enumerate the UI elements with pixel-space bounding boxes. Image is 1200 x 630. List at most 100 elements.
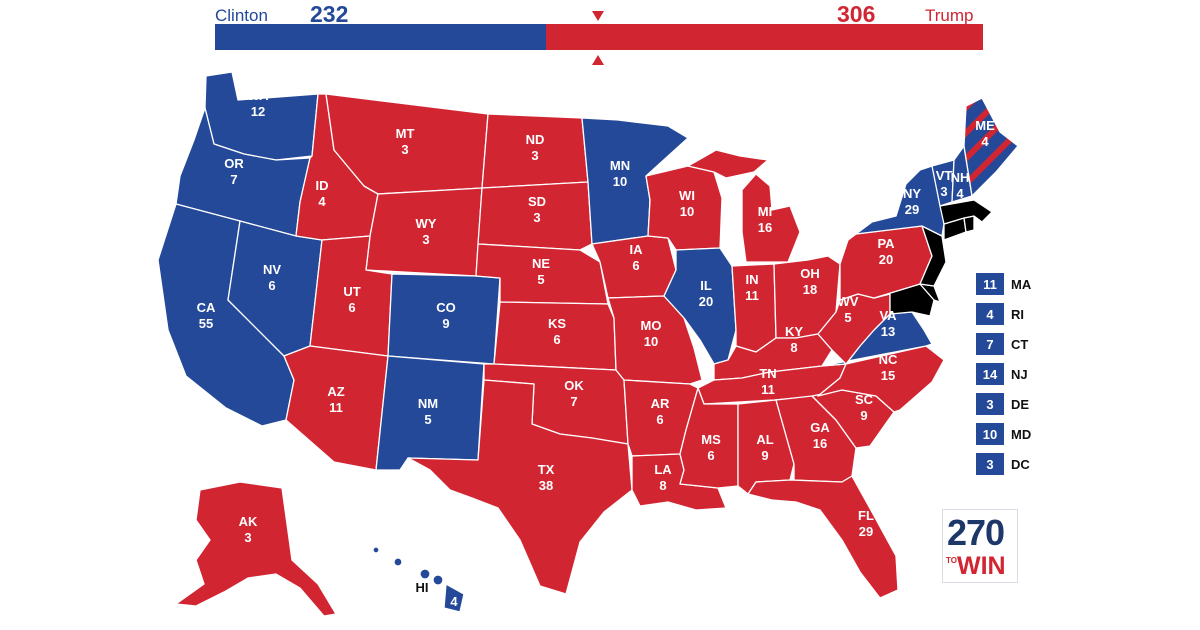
state-ev-MS: 6 [707,448,714,463]
state-label-OH: OH [800,266,820,281]
state-SD[interactable] [477,181,593,251]
state-label-IN: IN [746,272,759,287]
state-label-WY: WY [416,216,437,231]
state-label-AK: AK [239,514,258,529]
state-label-TX: TX [538,462,555,477]
state-label-CA: CA [197,300,216,315]
state-MS[interactable] [679,387,739,489]
state-ev-WY: 3 [422,232,429,247]
state-label-MS: MS [701,432,721,447]
state-ev-IN: 11 [745,288,759,303]
state-ev-IL: 20 [699,294,713,309]
state-ev-AZ: 11 [329,400,343,415]
state-ME[interactable] [963,97,1019,197]
state-ev-TX: 38 [539,478,553,493]
state-CO[interactable] [387,273,501,365]
270towin-logo: 270 TO WIN [942,509,1018,583]
small-state-ri[interactable]: 4 RI [976,303,1024,325]
small-state-ev-box: 3 [976,393,1004,415]
state-ev-NM: 5 [424,412,431,427]
state-RI[interactable] [963,215,975,233]
state-label-TN: TN [759,366,776,381]
state-ev-MI: 16 [758,220,772,235]
state-ev-VA: 13 [881,324,895,339]
state-label-MN: MN [610,158,630,173]
state-label-CO: CO [436,300,456,315]
small-state-label: DC [1011,456,1030,472]
state-AK[interactable] [175,481,337,617]
state-HI-maui[interactable] [432,574,444,586]
state-ev-MN: 10 [613,174,627,189]
state-label-PA: PA [877,236,895,251]
state-label-ME: ME [975,118,995,133]
state-label-LA: LA [654,462,672,477]
state-ev-OH: 18 [803,282,817,297]
small-state-ma[interactable]: 11 MA [976,273,1031,295]
state-label-IA: IA [630,242,644,257]
small-state-nj[interactable]: 14 NJ [976,363,1028,385]
small-state-de[interactable]: 3 DE [976,393,1029,415]
state-ev-WI: 10 [680,204,694,219]
state-label-OK: OK [564,378,584,393]
small-state-label: RI [1011,306,1024,322]
dem-candidate-name: Clinton [215,6,268,25]
state-label-GA: GA [810,420,830,435]
state-label-WI: WI [679,188,695,203]
state-ev-NV: 6 [268,278,275,293]
majority-marker-bottom-icon [592,55,604,65]
logo-win: WIN [957,552,1006,580]
state-ev-NH: 4 [956,186,964,201]
state-label-NY: NY [903,186,921,201]
state-ev-OR: 7 [230,172,237,187]
state-ev-GA: 16 [813,436,827,451]
state-ev-AK: 3 [244,530,251,545]
small-state-ev-box: 3 [976,453,1004,475]
state-ev-UT: 6 [348,300,355,315]
state-HI-niihau[interactable] [372,546,380,554]
small-state-label: NJ [1011,366,1028,382]
state-MI[interactable] [741,173,801,263]
logo-to: TO [946,556,957,565]
electoral-vote-bar [215,24,983,50]
small-state-ev-box: 11 [976,273,1004,295]
state-ev-ID: 4 [318,194,326,209]
state-label-IL: IL [700,278,712,293]
small-state-md[interactable]: 10 MD [976,423,1031,445]
state-HI-kauai[interactable] [393,557,403,567]
state-label-NC: NC [879,352,898,367]
state-MA[interactable] [939,199,993,225]
state-ev-CO: 9 [442,316,449,331]
state-ev-WA: 12 [251,104,265,119]
state-FL[interactable] [747,475,899,599]
small-state-label: MD [1011,426,1032,442]
state-ev-OK: 7 [570,394,577,409]
state-WY[interactable] [365,187,483,277]
state-HI-oahu[interactable] [419,568,431,580]
state-HI[interactable] [443,583,465,613]
state-NC[interactable] [817,345,945,413]
logo-number: 270 [947,512,1005,553]
state-label-MO: MO [641,318,662,333]
small-state-ct[interactable]: 7 CT [976,333,1028,355]
state-ev-VT: 3 [940,184,947,199]
small-state-dc[interactable]: 3 DC [976,453,1030,475]
state-NY[interactable] [847,165,945,241]
state-ev-WV: 5 [844,310,851,325]
rep-candidate-name: Trump [925,6,974,25]
state-label-SD: SD [528,194,546,209]
state-label-SC: SC [855,392,874,407]
state-ev-AR: 6 [656,412,663,427]
state-ev-NE: 5 [537,272,544,287]
state-TX[interactable] [407,379,633,595]
dem-electoral-total: 232 [310,1,349,27]
state-label-AL: AL [756,432,773,447]
state-ev-SD: 3 [533,210,540,225]
state-label-MT: MT [396,126,415,141]
state-label-NH: NH [951,170,970,185]
state-label-AZ: AZ [327,384,344,399]
state-ev-PA: 20 [879,252,893,267]
small-state-ev-box: 14 [976,363,1004,385]
state-label-NM: NM [418,396,438,411]
majority-marker-top-icon [592,11,604,21]
state-MI-upper[interactable] [687,149,769,179]
